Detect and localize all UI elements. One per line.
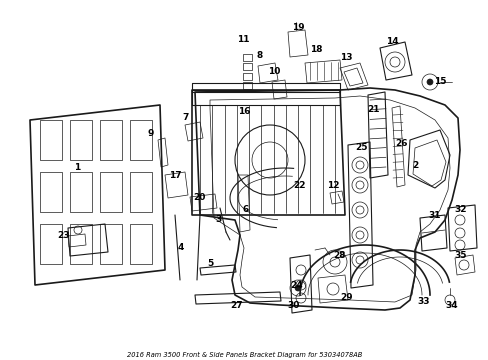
Text: 12: 12 [326, 180, 339, 189]
Text: 34: 34 [445, 302, 457, 310]
Text: 11: 11 [236, 36, 249, 45]
Text: 8: 8 [256, 50, 263, 59]
Text: 24: 24 [290, 280, 303, 289]
Text: 31: 31 [428, 211, 440, 220]
Text: 6: 6 [243, 206, 248, 215]
Text: 19: 19 [291, 23, 304, 32]
Text: 3: 3 [215, 216, 222, 225]
Text: 4: 4 [178, 243, 184, 252]
Text: 30: 30 [287, 301, 300, 310]
Text: 14: 14 [385, 37, 398, 46]
Text: 35: 35 [454, 251, 467, 260]
Text: 13: 13 [339, 53, 351, 62]
Circle shape [294, 285, 301, 291]
Text: 23: 23 [57, 230, 69, 239]
Text: 7: 7 [183, 112, 189, 122]
Circle shape [426, 79, 432, 85]
Text: 9: 9 [147, 129, 154, 138]
Text: 33: 33 [417, 297, 429, 306]
Text: 29: 29 [340, 292, 353, 302]
Text: 26: 26 [394, 139, 407, 148]
Text: 25: 25 [354, 144, 366, 153]
Text: 18: 18 [309, 45, 322, 54]
Text: 21: 21 [367, 105, 380, 114]
Text: 32: 32 [454, 206, 467, 215]
Text: 16: 16 [237, 108, 250, 117]
Text: 28: 28 [333, 251, 346, 260]
Text: 2: 2 [411, 161, 417, 170]
Text: 27: 27 [230, 302, 243, 310]
Text: 22: 22 [293, 180, 305, 189]
Text: 15: 15 [433, 77, 446, 86]
Text: 5: 5 [206, 258, 213, 267]
Text: 17: 17 [168, 171, 181, 180]
Text: 10: 10 [267, 68, 280, 77]
Text: 1: 1 [74, 163, 80, 172]
Text: 2016 Ram 3500 Front & Side Panels Bracket Diagram for 53034078AB: 2016 Ram 3500 Front & Side Panels Bracke… [126, 352, 362, 358]
Text: 20: 20 [192, 193, 205, 202]
